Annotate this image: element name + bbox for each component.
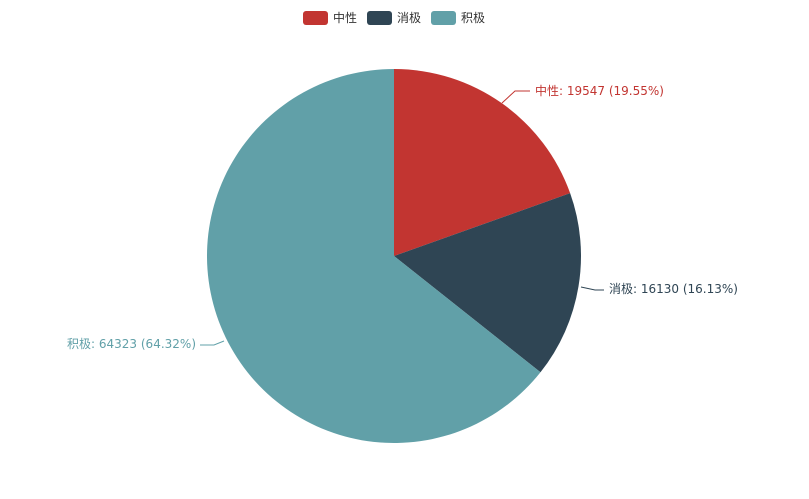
pie-slice-positive[interactable] xyxy=(206,69,541,444)
legend-label-positive: 积极 xyxy=(461,11,485,25)
legend-label-negative: 消极 xyxy=(397,11,421,25)
legend-swatch-positive xyxy=(431,11,456,25)
chart-legend: 中性 消极 积极 xyxy=(303,10,485,25)
pie-labels: 中性: 19547 (19.55%) 消极: 16130 (16.13%) 积极… xyxy=(67,83,738,351)
label-line-neutral xyxy=(501,90,530,104)
legend-item-negative[interactable]: 消极 xyxy=(367,11,421,25)
pie-slice-negative[interactable] xyxy=(394,193,581,373)
label-line-negative xyxy=(580,286,604,291)
slice-label-negative: 消极: 16130 (16.13%) xyxy=(609,282,738,296)
pie-slice-neutral[interactable] xyxy=(394,69,571,256)
legend-swatch-negative xyxy=(367,11,392,25)
slice-label-neutral: 中性: 19547 (19.55%) xyxy=(535,83,664,98)
legend-label-neutral: 中性 xyxy=(333,10,357,25)
legend-swatch-neutral xyxy=(303,11,328,25)
legend-item-neutral[interactable]: 中性 xyxy=(303,10,357,25)
legend-item-positive[interactable]: 积极 xyxy=(431,11,485,25)
slice-label-positive: 积极: 64323 (64.32%) xyxy=(67,337,196,351)
pie-slices xyxy=(206,69,581,444)
label-line-positive xyxy=(200,340,225,346)
